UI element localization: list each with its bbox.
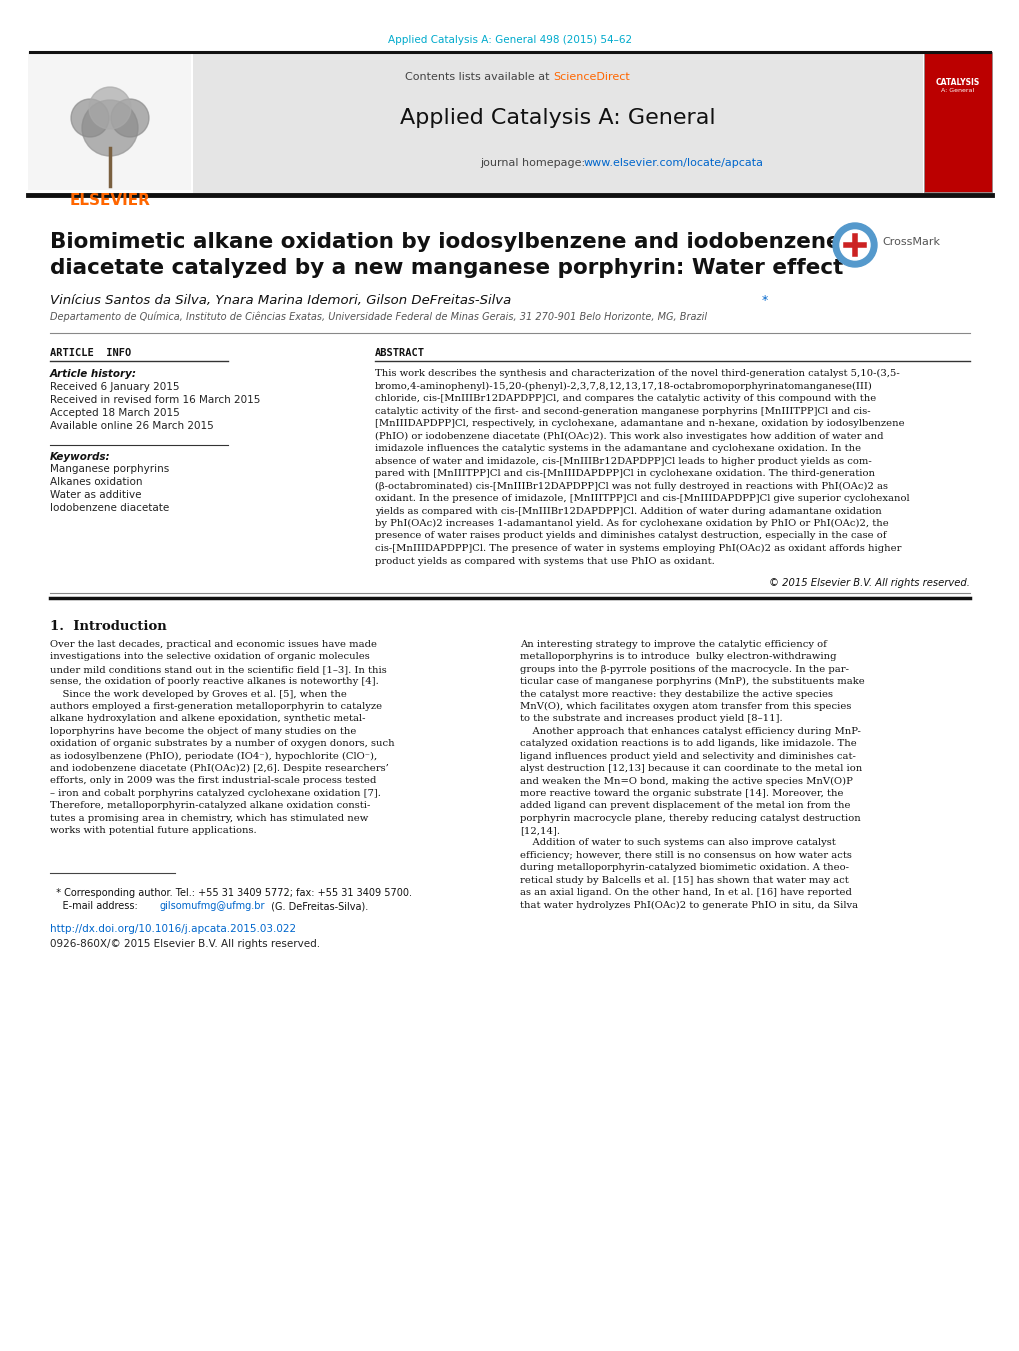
Text: CATALYSIS: CATALYSIS	[935, 78, 979, 86]
Text: retical study by Balcells et al. [15] has shown that water may act: retical study by Balcells et al. [15] ha…	[520, 875, 848, 885]
Bar	[923, 51, 991, 192]
Circle shape	[840, 230, 869, 259]
Text: Article history:: Article history:	[50, 369, 137, 380]
Text: CrossMark: CrossMark	[881, 236, 940, 247]
Text: oxidation of organic substrates by a number of oxygen donors, such: oxidation of organic substrates by a num…	[50, 739, 394, 748]
Text: cis-[MnIIIDAPDPP]Cl. The presence of water in systems employing PhI(OAc)2 as oxi: cis-[MnIIIDAPDPP]Cl. The presence of wat…	[375, 544, 901, 553]
Text: alyst destruction [12,13] because it can coordinate to the metal ion: alyst destruction [12,13] because it can…	[520, 765, 861, 773]
Text: Addition of water to such systems can also improve catalyst: Addition of water to such systems can al…	[520, 839, 835, 847]
Text: *: *	[761, 295, 767, 307]
Circle shape	[71, 99, 109, 136]
Text: added ligand can prevent displacement of the metal ion from the: added ligand can prevent displacement of…	[520, 801, 850, 811]
Text: www.elsevier.com/locate/apcata: www.elsevier.com/locate/apcata	[584, 158, 763, 168]
Text: absence of water and imidazole, cis-[MnIIIBr12DAPDPP]Cl leads to higher product : absence of water and imidazole, cis-[MnI…	[375, 457, 871, 466]
Circle shape	[111, 99, 149, 136]
Text: imidazole influences the catalytic systems in the adamantane and cyclohexane oxi: imidazole influences the catalytic syste…	[375, 444, 860, 453]
Text: efficiency; however, there still is no consensus on how water acts: efficiency; however, there still is no c…	[520, 851, 851, 859]
Text: diacetate catalyzed by a new manganese porphyrin: Water effect: diacetate catalyzed by a new manganese p…	[50, 258, 843, 278]
Text: sense, the oxidation of poorly reactive alkanes is noteworthy [4].: sense, the oxidation of poorly reactive …	[50, 677, 378, 686]
Text: gilsomufmg@ufmg.br: gilsomufmg@ufmg.br	[160, 901, 265, 912]
Text: (β-octabrominated) cis-[MnIIIBr12DAPDPP]Cl was not fully destroyed in reactions : (β-octabrominated) cis-[MnIIIBr12DAPDPP]…	[375, 481, 888, 490]
Text: to the substrate and increases product yield [8–11].: to the substrate and increases product y…	[520, 715, 782, 723]
Text: 0926-860X/© 2015 Elsevier B.V. All rights reserved.: 0926-860X/© 2015 Elsevier B.V. All right…	[50, 939, 320, 950]
Text: ELSEVIER: ELSEVIER	[69, 193, 150, 208]
Text: the catalyst more reactive: they destabilize the active species: the catalyst more reactive: they destabi…	[520, 689, 833, 698]
Text: Therefore, metalloporphyrin-catalyzed alkane oxidation consti-: Therefore, metalloporphyrin-catalyzed al…	[50, 801, 370, 811]
Text: Over the last decades, practical and economic issues have made: Over the last decades, practical and eco…	[50, 640, 377, 648]
Text: ABSTRACT: ABSTRACT	[375, 349, 425, 358]
Text: Iodobenzene diacetate: Iodobenzene diacetate	[50, 503, 169, 513]
Text: efforts, only in 2009 was the first industrial-scale process tested: efforts, only in 2009 was the first indu…	[50, 777, 376, 785]
Bar	[28, 51, 191, 190]
Bar	[193, 51, 922, 193]
Text: Applied Catalysis A: General 498 (2015) 54–62: Applied Catalysis A: General 498 (2015) …	[387, 35, 632, 45]
Text: (PhIO) or iodobenzene diacetate (PhI(OAc)2). This work also investigates how add: (PhIO) or iodobenzene diacetate (PhI(OAc…	[375, 431, 882, 440]
Text: more reactive toward the organic substrate [14]. Moreover, the: more reactive toward the organic substra…	[520, 789, 843, 798]
Text: catalyzed oxidation reactions is to add ligands, like imidazole. The: catalyzed oxidation reactions is to add …	[520, 739, 856, 748]
Text: under mild conditions stand out in the scientific field [1–3]. In this: under mild conditions stand out in the s…	[50, 665, 386, 674]
Text: as iodosylbenzene (PhIO), periodate (IO4⁻), hypochlorite (ClO⁻),: as iodosylbenzene (PhIO), periodate (IO4…	[50, 751, 377, 761]
Text: Biomimetic alkane oxidation by iodosylbenzene and iodobenzene: Biomimetic alkane oxidation by iodosylbe…	[50, 232, 840, 253]
Text: MnV(O), which facilitates oxygen atom transfer from this species: MnV(O), which facilitates oxygen atom tr…	[520, 703, 851, 711]
Text: loporphyrins have become the object of many studies on the: loporphyrins have become the object of m…	[50, 727, 356, 736]
Text: – iron and cobalt porphyrins catalyzed cyclohexane oxidation [7].: – iron and cobalt porphyrins catalyzed c…	[50, 789, 380, 798]
Text: authors employed a first-generation metalloporphyrin to catalyze: authors employed a first-generation meta…	[50, 703, 382, 711]
Text: tutes a promising area in chemistry, which has stimulated new: tutes a promising area in chemistry, whi…	[50, 813, 368, 823]
Text: porphyrin macrocycle plane, thereby reducing catalyst destruction: porphyrin macrocycle plane, thereby redu…	[520, 813, 860, 823]
Text: bromo,4-aminophenyl)-15,20-(phenyl)-2,3,7,8,12,13,17,18-octabromoporphyrinatoman: bromo,4-aminophenyl)-15,20-(phenyl)-2,3,…	[375, 381, 872, 390]
Text: 1.  Introduction: 1. Introduction	[50, 620, 166, 634]
Text: A: General: A: General	[941, 88, 973, 93]
Circle shape	[833, 223, 876, 267]
Text: http://dx.doi.org/10.1016/j.apcata.2015.03.022: http://dx.doi.org/10.1016/j.apcata.2015.…	[50, 924, 296, 935]
Text: presence of water raises product yields and diminishes catalyst destruction, esp: presence of water raises product yields …	[375, 531, 886, 540]
Text: Accepted 18 March 2015: Accepted 18 March 2015	[50, 408, 179, 417]
Text: © 2015 Elsevier B.V. All rights reserved.: © 2015 Elsevier B.V. All rights reserved…	[768, 578, 969, 588]
Text: alkane hydroxylation and alkene epoxidation, synthetic metal-: alkane hydroxylation and alkene epoxidat…	[50, 715, 365, 723]
Text: E-mail address:: E-mail address:	[50, 901, 141, 912]
Text: product yields as compared with systems that use PhIO as oxidant.: product yields as compared with systems …	[375, 557, 714, 566]
Text: Applied Catalysis A: General: Applied Catalysis A: General	[399, 108, 715, 128]
Text: This work describes the synthesis and characterization of the novel third-genera: This work describes the synthesis and ch…	[375, 369, 899, 378]
Text: Received 6 January 2015: Received 6 January 2015	[50, 382, 179, 392]
Text: Alkanes oxidation: Alkanes oxidation	[50, 477, 143, 486]
Text: Vinícius Santos da Silva, Ynara Marina Idemori, Gilson DeFreitas-Silva: Vinícius Santos da Silva, Ynara Marina I…	[50, 295, 511, 307]
Text: chloride, cis-[MnIIIBr12DAPDPP]Cl, and compares the catalytic activity of this c: chloride, cis-[MnIIIBr12DAPDPP]Cl, and c…	[375, 394, 875, 403]
Text: journal homepage:: journal homepage:	[480, 158, 588, 168]
Text: (G. DeFreitas-Silva).: (G. DeFreitas-Silva).	[268, 901, 368, 912]
Text: during metalloporphyrin-catalyzed biomimetic oxidation. A theo-: during metalloporphyrin-catalyzed biomim…	[520, 863, 848, 873]
Text: An interesting strategy to improve the catalytic efficiency of: An interesting strategy to improve the c…	[520, 640, 826, 648]
Text: Another approach that enhances catalyst efficiency during MnP-: Another approach that enhances catalyst …	[520, 727, 860, 736]
Text: Keywords:: Keywords:	[50, 453, 110, 462]
Text: ARTICLE  INFO: ARTICLE INFO	[50, 349, 131, 358]
Text: ScienceDirect: ScienceDirect	[552, 72, 629, 82]
Text: ticular case of manganese porphyrins (MnP), the substituents make: ticular case of manganese porphyrins (Mn…	[520, 677, 864, 686]
Text: oxidant. In the presence of imidazole, [MnIIITPP]Cl and cis-[MnIIIDAPDPP]Cl give: oxidant. In the presence of imidazole, […	[375, 494, 909, 503]
Text: Water as additive: Water as additive	[50, 490, 142, 500]
Text: by PhI(OAc)2 increases 1-adamantanol yield. As for cyclohexane oxidation by PhIO: by PhI(OAc)2 increases 1-adamantanol yie…	[375, 519, 888, 528]
Text: Departamento de Química, Instituto de Ciências Exatas, Universidade Federal de M: Departamento de Química, Instituto de Ci…	[50, 312, 706, 323]
Text: Contents lists available at: Contents lists available at	[405, 72, 552, 82]
Text: pared with [MnIIITPP]Cl and cis-[MnIIIDAPDPP]Cl in cyclohexane oxidation. The th: pared with [MnIIITPP]Cl and cis-[MnIIIDA…	[375, 469, 874, 478]
Text: [12,14].: [12,14].	[520, 825, 559, 835]
Text: ligand influences product yield and selectivity and diminishes cat-: ligand influences product yield and sele…	[520, 751, 855, 761]
Text: works with potential future applications.: works with potential future applications…	[50, 825, 257, 835]
Text: and iodobenzene diacetate (PhI(OAc)2) [2,6]. Despite researchers’: and iodobenzene diacetate (PhI(OAc)2) [2…	[50, 765, 388, 773]
Text: metalloporphyrins is to introduce  bulky electron-withdrawing: metalloporphyrins is to introduce bulky …	[520, 653, 836, 662]
Text: * Corresponding author. Tel.: +55 31 3409 5772; fax: +55 31 3409 5700.: * Corresponding author. Tel.: +55 31 340…	[50, 889, 412, 898]
Text: Since the work developed by Groves et al. [5], when the: Since the work developed by Groves et al…	[50, 689, 346, 698]
Circle shape	[89, 86, 130, 128]
Circle shape	[82, 100, 138, 155]
Text: investigations into the selective oxidation of organic molecules: investigations into the selective oxidat…	[50, 653, 370, 662]
Text: Available online 26 March 2015: Available online 26 March 2015	[50, 422, 214, 431]
Text: yields as compared with cis-[MnIIIBr12DAPDPP]Cl. Addition of water during adaman: yields as compared with cis-[MnIIIBr12DA…	[375, 507, 880, 516]
Text: and weaken the Mn=O bond, making the active species MnV(O)P: and weaken the Mn=O bond, making the act…	[520, 777, 852, 785]
Text: catalytic activity of the first- and second-generation manganese porphyrins [MnI: catalytic activity of the first- and sec…	[375, 407, 870, 416]
Text: [MnIIIDAPDPP]Cl, respectively, in cyclohexane, adamantane and n-hexane, oxidatio: [MnIIIDAPDPP]Cl, respectively, in cycloh…	[375, 419, 904, 428]
Text: Received in revised form 16 March 2015: Received in revised form 16 March 2015	[50, 394, 260, 405]
Text: as an axial ligand. On the other hand, In et al. [16] have reported: as an axial ligand. On the other hand, I…	[520, 888, 851, 897]
Text: groups into the β-pyrrole positions of the macrocycle. In the par-: groups into the β-pyrrole positions of t…	[520, 665, 848, 674]
Text: Manganese porphyrins: Manganese porphyrins	[50, 463, 169, 474]
Text: that water hydrolyzes PhI(OAc)2 to generate PhIO in situ, da Silva: that water hydrolyzes PhI(OAc)2 to gener…	[520, 900, 857, 909]
